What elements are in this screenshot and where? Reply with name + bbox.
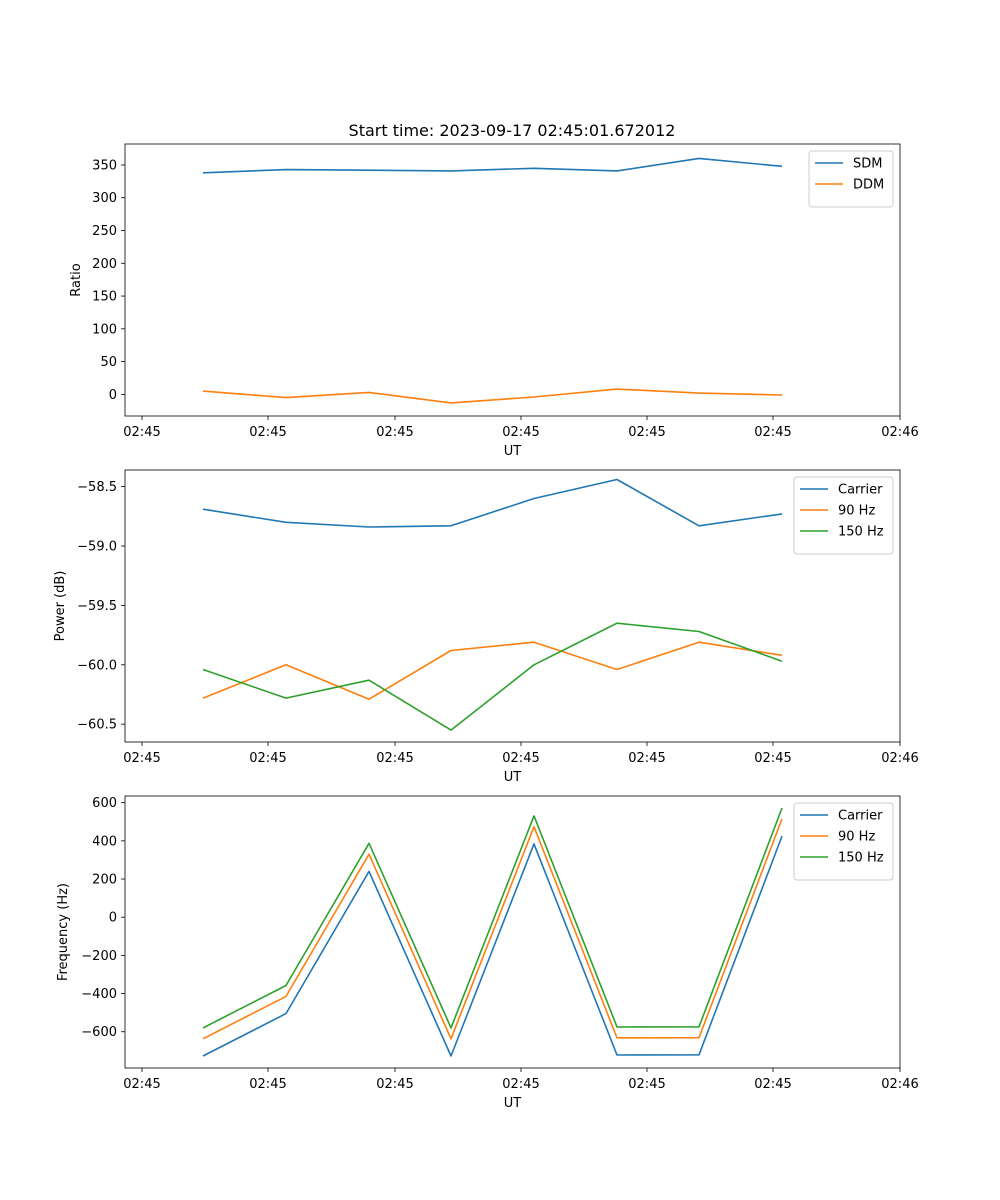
legend: Carrier 90 Hz 150 Hz: [793, 476, 894, 555]
series-line-sdm: [202, 157, 783, 174]
x-tick-label: 02:45: [123, 751, 160, 766]
y-tick-label: −60.0: [77, 658, 117, 673]
x-tick-label: 02:46: [881, 751, 918, 766]
x-axis-label: UT: [504, 1096, 522, 1111]
legend-box: [793, 476, 894, 555]
x-tick-label: 02:45: [376, 751, 413, 766]
x-tick-label: 02:45: [754, 425, 791, 440]
x-tick-label: 02:45: [628, 425, 665, 440]
y-tick-label: −400: [81, 987, 117, 1002]
y-tick-label: 150: [92, 290, 117, 305]
panels: 02:45 02:45 02:45 02:45 02:45 02:45 02:46 0 50 10…: [53, 143, 919, 1111]
y-tick-label: −200: [81, 949, 117, 964]
series-line-150-hz: [202, 807, 783, 1029]
y-axis-label: Ratio: [69, 263, 84, 296]
figure-title: Start time: 2023-09-17 02:45:01.672012: [349, 121, 676, 140]
legend-box: [793, 802, 894, 881]
plot-area-frame: [124, 795, 901, 1069]
x-tick-label: 02:46: [881, 1077, 918, 1092]
y-tick-label: 200: [92, 257, 117, 272]
y-tick-label: −59.5: [77, 599, 117, 614]
y-axis-label: Power (dB): [53, 571, 68, 642]
plot-area-frame: [124, 469, 901, 743]
series-line-ddm: [202, 388, 783, 404]
series-line-90-hz: [202, 818, 783, 1040]
series-line-150-hz: [202, 622, 783, 731]
y-tick-label: 300: [92, 191, 117, 206]
legend-label: Carrier: [838, 483, 883, 498]
y-tick-label: −58.5: [77, 480, 117, 495]
y-tick-label: −60.5: [77, 718, 117, 733]
chart-panel-1: 02:45 02:45 02:45 02:45 02:45 02:45 02:46 0 50 10…: [69, 143, 919, 459]
y-tick-label: 600: [92, 796, 117, 811]
series-line-carrier: [202, 835, 783, 1057]
legend-label: 90 Hz: [838, 830, 875, 845]
x-axis-label: UT: [504, 770, 522, 785]
legend-box: [808, 150, 894, 208]
x-tick-label: 02:45: [376, 1077, 413, 1092]
x-tick-label: 02:45: [754, 1077, 791, 1092]
plot-area-frame: [124, 143, 901, 417]
x-tick-label: 02:45: [754, 751, 791, 766]
x-axis-label: UT: [504, 444, 522, 459]
legend: SDM DDM: [808, 150, 894, 208]
chart-panel-3: 02:45 02:45 02:45 02:45 02:45 02:45 02:46 600 40…: [56, 795, 919, 1111]
chart-panel-2: 02:45 02:45 02:45 02:45 02:45 02:45 02:46 −58.5…: [53, 469, 919, 785]
legend-label: 150 Hz: [838, 851, 884, 866]
y-tick-label: 100: [92, 322, 117, 337]
x-tick-label: 02:45: [628, 1077, 665, 1092]
y-tick-label: 400: [92, 834, 117, 849]
y-tick-label: 50: [100, 355, 117, 370]
x-tick-label: 02:45: [123, 425, 160, 440]
x-tick-label: 02:45: [249, 425, 286, 440]
x-tick-label: 02:45: [628, 751, 665, 766]
x-tick-label: 02:46: [881, 425, 918, 440]
legend-label: Carrier: [838, 809, 883, 824]
y-tick-label: 350: [92, 158, 117, 173]
x-tick-label: 02:45: [502, 425, 539, 440]
legend-label: SDM: [853, 157, 882, 172]
y-tick-label: 200: [92, 873, 117, 888]
x-tick-label: 02:45: [249, 751, 286, 766]
x-tick-label: 02:45: [376, 425, 413, 440]
x-tick-label: 02:45: [249, 1077, 286, 1092]
x-tick-label: 02:45: [502, 1077, 539, 1092]
y-axis-label: Frequency (Hz): [56, 883, 71, 981]
legend: Carrier 90 Hz 150 Hz: [793, 802, 894, 881]
y-tick-label: 0: [109, 388, 117, 403]
series-line-90-hz: [202, 641, 783, 701]
x-tick-label: 02:45: [123, 1077, 160, 1092]
series-line-carrier: [202, 478, 783, 528]
y-tick-label: −59.0: [77, 540, 117, 555]
legend-label: DDM: [853, 178, 884, 193]
legend-label: 150 Hz: [838, 525, 884, 540]
y-tick-label: −600: [81, 1025, 117, 1040]
y-tick-label: 0: [109, 911, 117, 926]
y-tick-label: 250: [92, 224, 117, 239]
x-tick-label: 02:45: [502, 751, 539, 766]
legend-label: 90 Hz: [838, 504, 875, 519]
